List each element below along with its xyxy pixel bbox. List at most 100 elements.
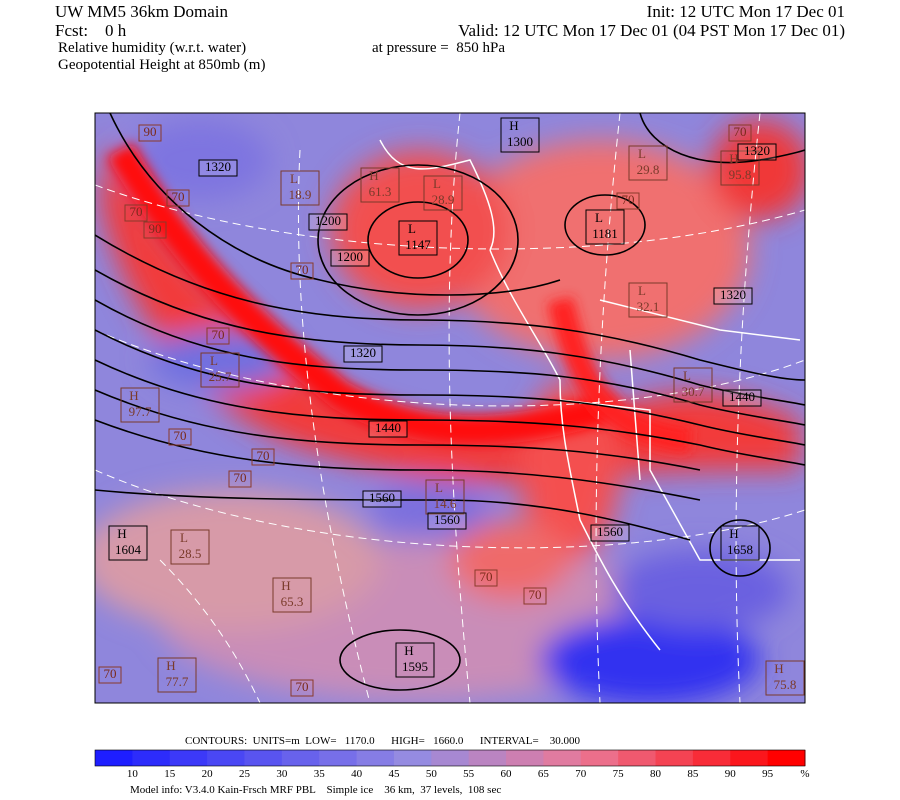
center-kind: H bbox=[729, 151, 738, 166]
field-name: Geopotential Height at 850mb (m) bbox=[58, 57, 265, 73]
colorbar-swatch bbox=[767, 750, 806, 766]
height-contour-label: 1320 bbox=[350, 345, 376, 360]
height-contour-label: 1320 bbox=[744, 143, 770, 158]
label-box bbox=[308, 213, 348, 231]
center-value: 25.7 bbox=[209, 369, 232, 384]
rh-contour-label: 70 bbox=[104, 666, 117, 681]
label-box bbox=[425, 479, 465, 515]
center-kind: H bbox=[369, 168, 378, 183]
title: UW MM5 36km Domain bbox=[55, 2, 228, 21]
center-value: 1181 bbox=[592, 226, 618, 241]
colorbar-tick-label: 20 bbox=[202, 768, 214, 780]
colorbar-tick-label: 65 bbox=[538, 768, 550, 780]
colorbar-frame bbox=[94, 749, 806, 767]
colorbar-swatch bbox=[692, 750, 731, 766]
center-value: 1147 bbox=[405, 237, 431, 252]
label-box bbox=[765, 660, 805, 696]
colorbar-tick-label: 40 bbox=[351, 768, 363, 780]
pressure-center: H75.8 bbox=[765, 660, 805, 696]
init-time: Init: 12 UTC Mon 17 Dec 01 bbox=[647, 2, 845, 21]
colorbar-tick-label: 15 bbox=[164, 768, 176, 780]
colorbar-tick-label: 25 bbox=[239, 768, 251, 780]
center-kind: L bbox=[435, 480, 443, 495]
colorbar-tick-label: 35 bbox=[314, 768, 326, 780]
rh-contour-label: 70 bbox=[212, 327, 225, 342]
center-value: 29.8 bbox=[637, 162, 660, 177]
label-box bbox=[720, 525, 760, 561]
pressure-center: L25.7 bbox=[200, 352, 240, 388]
colorbar-tick-label: 55 bbox=[463, 768, 475, 780]
height-contour-label: 1320 bbox=[205, 159, 231, 174]
pressure-center: H65.3 bbox=[272, 577, 312, 613]
center-kind: H bbox=[117, 526, 126, 541]
colorbar-swatch bbox=[281, 750, 320, 766]
pressure-center: L28.5 bbox=[170, 529, 210, 565]
label-box bbox=[360, 167, 400, 203]
pressure-center: L30.7 bbox=[673, 367, 713, 403]
center-value: 1604 bbox=[115, 542, 142, 557]
center-kind: L bbox=[290, 171, 298, 186]
label-box bbox=[200, 352, 240, 388]
height-contour-label: 1560 bbox=[434, 512, 460, 527]
colorbar-swatch bbox=[244, 750, 283, 766]
center-kind: L bbox=[683, 368, 691, 383]
label-box bbox=[720, 150, 760, 186]
center-kind: H bbox=[509, 118, 518, 133]
height-contour-label: 1560 bbox=[369, 490, 395, 505]
colorbar-tick-label: 50 bbox=[426, 768, 438, 780]
center-kind: L bbox=[180, 530, 188, 545]
label-box bbox=[737, 143, 777, 161]
colorbar-tick-label: 60 bbox=[501, 768, 513, 780]
colorbar-tick-label: 75 bbox=[613, 768, 625, 780]
center-value: 1658 bbox=[727, 542, 753, 557]
label-box bbox=[474, 569, 498, 587]
colorbar-tick-label: 85 bbox=[687, 768, 699, 780]
map-field bbox=[95, 113, 805, 703]
center-value: 61.3 bbox=[369, 184, 392, 199]
label-box bbox=[398, 220, 438, 256]
colorbar-swatch bbox=[95, 750, 133, 766]
center-kind: H bbox=[774, 661, 783, 676]
label-box bbox=[290, 262, 314, 280]
colorbar-unit: % bbox=[800, 768, 809, 780]
rh-contour-label: 70 bbox=[174, 428, 187, 443]
center-value: 28.9 bbox=[432, 192, 455, 207]
colorbar-tick-label: 45 bbox=[388, 768, 400, 780]
rh-contour-label: 70 bbox=[172, 189, 185, 204]
center-kind: H bbox=[129, 388, 138, 403]
pressure-center: H97.7 bbox=[120, 387, 160, 423]
label-box bbox=[138, 124, 162, 142]
colorbar-swatch bbox=[132, 750, 171, 766]
label-box bbox=[272, 577, 312, 613]
center-value: 14.6 bbox=[434, 496, 457, 511]
center-kind: L bbox=[638, 283, 646, 298]
colorbar-swatch bbox=[431, 750, 470, 766]
label-box bbox=[362, 490, 402, 508]
label-box bbox=[168, 428, 192, 446]
center-value: 28.5 bbox=[179, 546, 202, 561]
pressure-center: L18.9 bbox=[280, 170, 320, 206]
rh-contour-label: 90 bbox=[149, 221, 162, 236]
colorbar-swatch bbox=[730, 750, 769, 766]
label-box bbox=[206, 327, 230, 345]
center-value: 1300 bbox=[507, 134, 533, 149]
center-value: 77.7 bbox=[166, 674, 189, 689]
colorbar-swatch bbox=[207, 750, 245, 766]
center-value: 75.8 bbox=[774, 677, 797, 692]
height-contour-label: 1200 bbox=[315, 213, 341, 228]
height-contour-label: 1200 bbox=[337, 249, 363, 264]
center-value: 65.3 bbox=[281, 594, 304, 609]
colorbar-tick-label: 30 bbox=[276, 768, 288, 780]
rh-contour-label: 70 bbox=[734, 124, 747, 139]
colorbar-swatch bbox=[393, 750, 432, 766]
rh-contour-label: 70 bbox=[257, 448, 270, 463]
height-contour-label: 1440 bbox=[375, 420, 401, 435]
label-box bbox=[166, 189, 190, 207]
center-value: 97.7 bbox=[129, 404, 152, 419]
center-value: 1595 bbox=[402, 659, 428, 674]
